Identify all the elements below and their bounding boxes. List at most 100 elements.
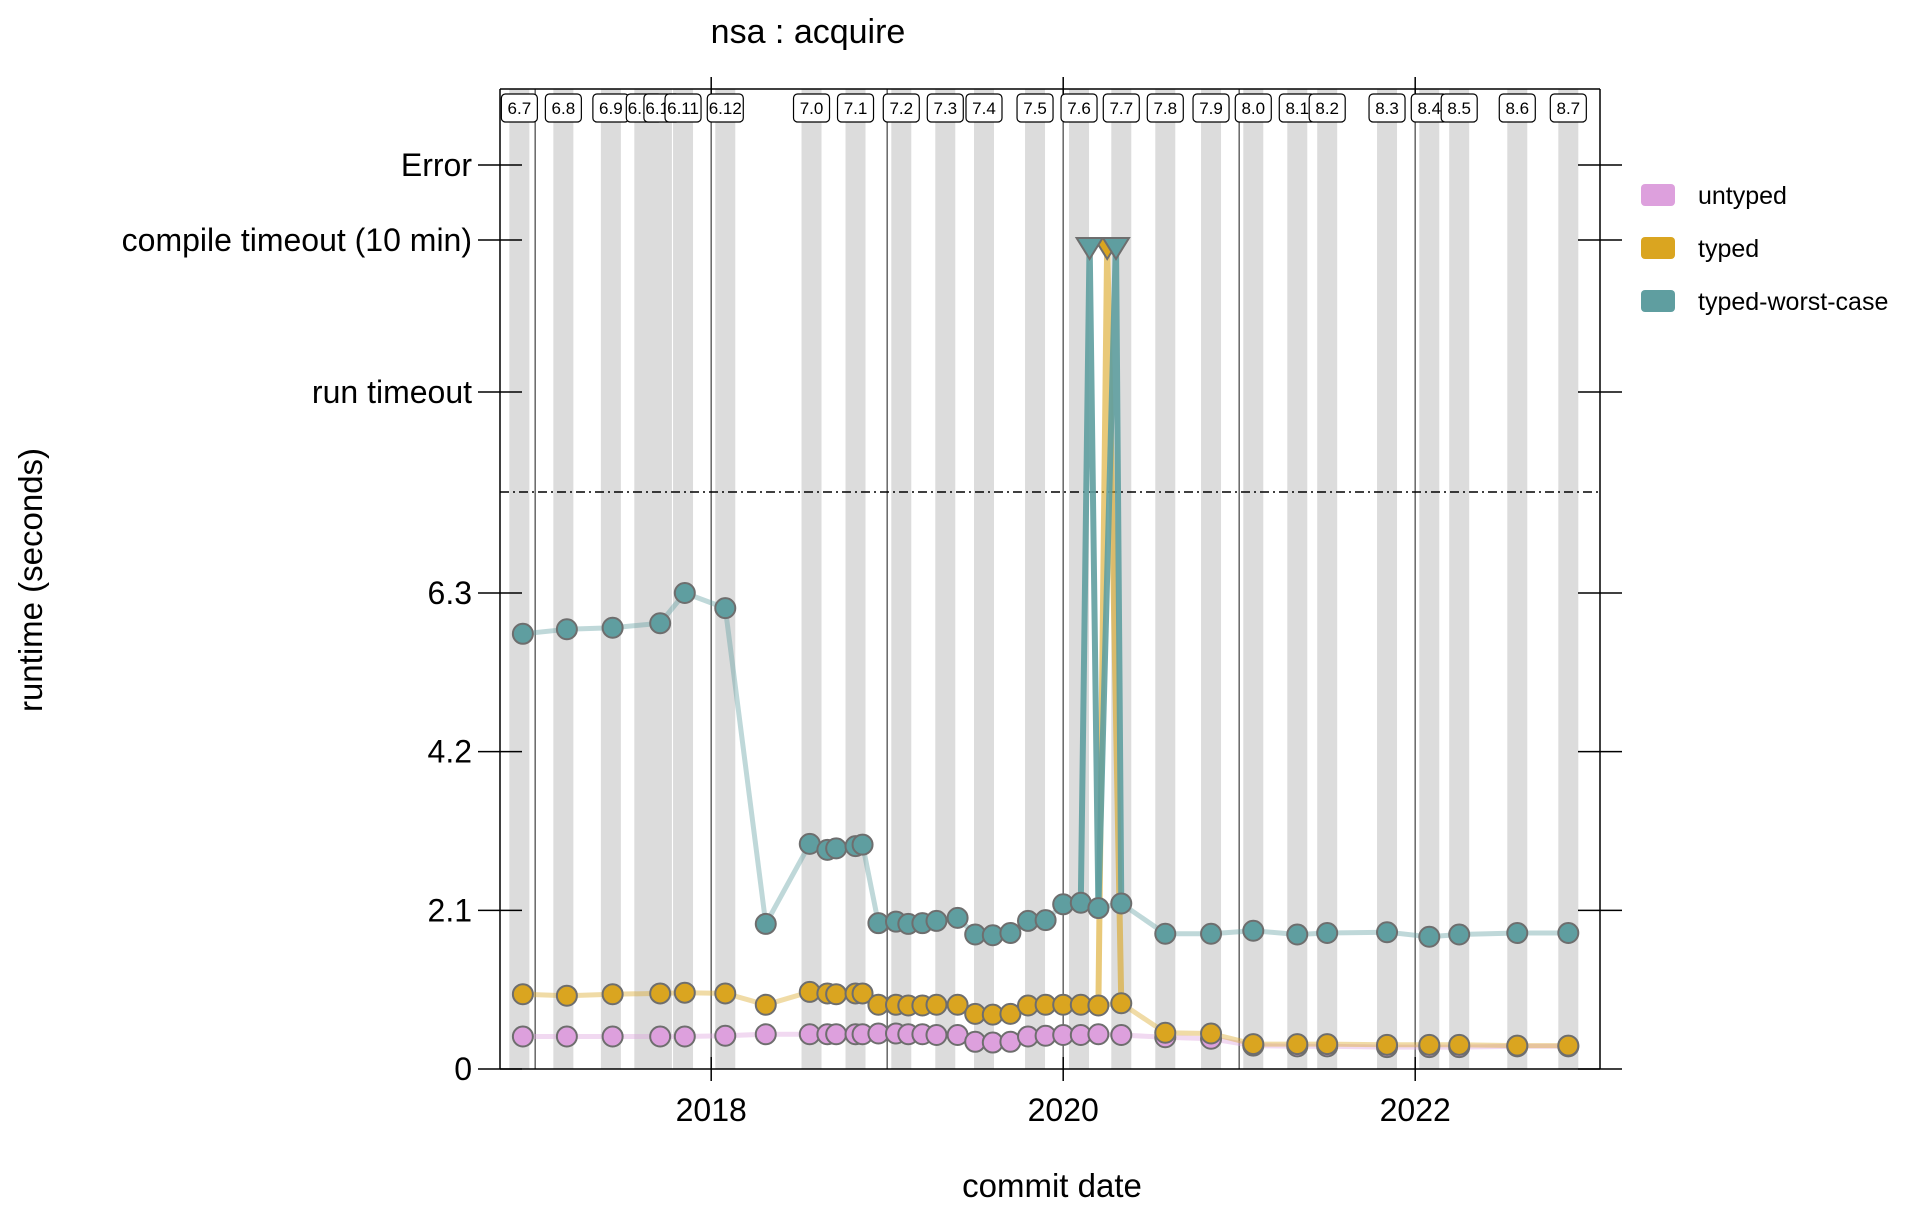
version-label: 7.2 — [889, 99, 913, 118]
version-label: 8.5 — [1447, 99, 1471, 118]
version-label-box — [965, 93, 1003, 123]
point-typed — [601, 983, 624, 1006]
version-label-box — [500, 93, 538, 123]
version-label: 6.11 — [667, 99, 699, 118]
y-tick-label: 4.2 — [428, 734, 472, 770]
point-typed — [511, 983, 534, 1006]
version-band — [715, 89, 736, 1069]
point-typed — [946, 993, 969, 1016]
point-typed — [1418, 1033, 1441, 1056]
version-label: 7.4 — [972, 99, 996, 118]
x-axis-title: commit date — [962, 1167, 1142, 1204]
point-typed-worst-case — [1087, 897, 1110, 920]
version-labels: 6.76.86.96.106.106.116.127.07.17.27.37.4… — [500, 93, 1587, 123]
version-label: 8.2 — [1315, 99, 1339, 118]
version-band — [600, 89, 621, 1069]
point-typed-worst-case — [1316, 922, 1339, 944]
point-typed-worst-case — [851, 833, 874, 856]
version-label: 8.3 — [1375, 99, 1399, 118]
point-typed — [714, 982, 737, 1005]
version-band — [1155, 89, 1176, 1069]
legend-key-typed — [1641, 237, 1675, 259]
legend-label-untyped: untyped — [1698, 182, 1787, 210]
version-label: 8.4 — [1417, 99, 1441, 118]
version-label: 7.8 — [1153, 99, 1177, 118]
point-typed-worst-case — [1154, 922, 1177, 945]
point-typed — [1506, 1034, 1529, 1057]
legend: untyped typed typed-worst-case — [1641, 182, 1888, 316]
point-untyped — [511, 1025, 534, 1048]
point-typed-worst-case — [1200, 922, 1223, 945]
point-typed — [754, 993, 777, 1016]
version-label: 8.7 — [1556, 99, 1580, 118]
point-untyped — [555, 1025, 578, 1048]
point-typed-worst-case — [999, 922, 1022, 944]
point-typed-worst-case — [1418, 925, 1441, 948]
point-typed — [851, 982, 874, 1005]
point-untyped — [649, 1025, 672, 1048]
point-typed-worst-case — [601, 616, 624, 639]
legend-key-untyped — [1641, 184, 1675, 206]
version-label-box — [706, 93, 744, 123]
version-label-box — [1192, 93, 1230, 123]
y-tick-label: 2.1 — [428, 892, 472, 928]
point-untyped — [673, 1025, 696, 1048]
point-typed-worst-case — [1506, 922, 1529, 944]
version-label-box — [1102, 93, 1140, 123]
version-band — [1287, 89, 1308, 1069]
version-band — [651, 89, 672, 1069]
point-typed-worst-case — [1034, 909, 1057, 932]
legend-label-typed: typed — [1698, 235, 1759, 263]
version-label-box — [1146, 93, 1184, 123]
version-band — [553, 89, 574, 1069]
version-band — [935, 89, 956, 1069]
version-label: 6.8 — [552, 99, 576, 118]
chart-title: nsa : acquire — [711, 13, 906, 51]
y-axis-title: runtime (seconds) — [12, 448, 49, 712]
axes: 0 2.1 4.2 6.3 run timeout compile timeout (10… — [122, 77, 1622, 1128]
version-band — [1558, 89, 1579, 1069]
x-tick-label: 2022 — [1380, 1092, 1451, 1128]
y-tick-label: 0 — [454, 1051, 472, 1087]
point-typed-worst-case — [1242, 919, 1265, 942]
version-label-box — [1060, 93, 1098, 123]
y-tick-label: 6.3 — [428, 575, 472, 611]
version-label-box — [926, 93, 964, 123]
version-band — [673, 89, 694, 1069]
series-layer — [511, 237, 1580, 1059]
point-typed-worst-case — [825, 837, 848, 860]
point-typed-worst-case — [1448, 923, 1471, 946]
timeout-marker-typed-worst-case — [1074, 237, 1105, 261]
version-label: 6.9 — [599, 99, 623, 118]
point-typed-worst-case — [1110, 892, 1133, 915]
point-typed — [925, 993, 948, 1016]
point-untyped — [925, 1024, 948, 1046]
point-typed-worst-case — [1286, 923, 1309, 946]
point-typed — [1448, 1033, 1471, 1056]
point-typed-worst-case — [673, 582, 696, 604]
version-band — [1317, 89, 1338, 1069]
point-typed-worst-case — [511, 622, 534, 645]
version-label-box — [1549, 93, 1587, 123]
version-label-box — [1308, 93, 1346, 123]
legend-label-typed-worst-case: typed-worst-case — [1698, 288, 1888, 316]
point-typed-worst-case — [714, 597, 737, 620]
point-typed-worst-case — [925, 909, 948, 932]
point-typed — [1286, 1033, 1309, 1056]
point-typed — [673, 981, 696, 1004]
version-band — [801, 89, 822, 1069]
version-label: 6.12 — [709, 99, 742, 118]
point-typed-worst-case — [754, 912, 777, 935]
point-typed — [1087, 994, 1110, 1017]
version-band — [1201, 89, 1222, 1069]
version-label: 7.9 — [1199, 99, 1223, 118]
version-label: 7.5 — [1023, 99, 1047, 118]
version-band — [1449, 89, 1470, 1069]
version-band — [1025, 89, 1046, 1069]
point-untyped — [1087, 1023, 1110, 1046]
point-typed — [1154, 1021, 1177, 1044]
level-label: compile timeout (10 min) — [122, 222, 472, 258]
point-untyped — [714, 1024, 737, 1047]
x-tick-label: 2020 — [1028, 1092, 1099, 1128]
version-label: 7.3 — [933, 99, 957, 118]
